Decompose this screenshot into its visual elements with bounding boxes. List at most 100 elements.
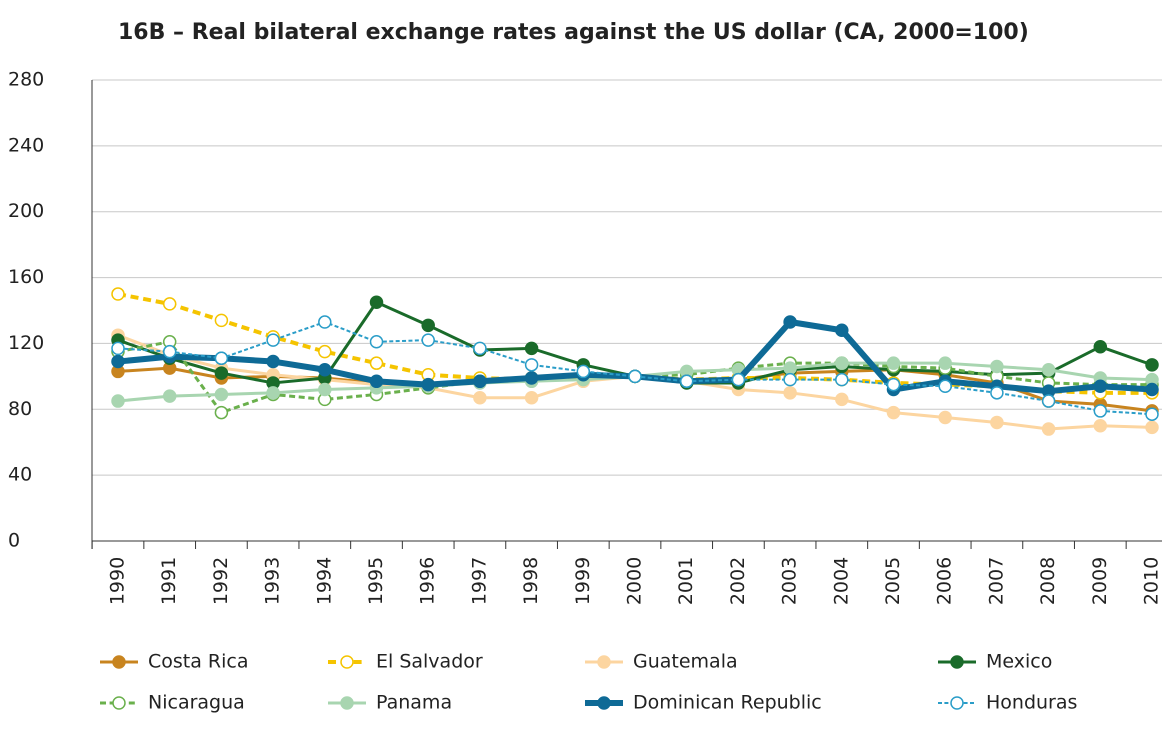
data-point: [886, 377, 901, 392]
data-point: [524, 391, 539, 405]
data-point: [1041, 394, 1056, 408]
data-point: [473, 374, 487, 389]
x-tick-label: 2008: [1037, 557, 1059, 605]
data-point: [266, 333, 280, 347]
data-point: [473, 391, 487, 405]
x-tick-label: 1992: [210, 557, 232, 605]
x-tick-label: 2001: [675, 557, 697, 605]
data-point: [1041, 363, 1056, 377]
x-tick-label: 1993: [262, 557, 284, 605]
data-point: [835, 372, 849, 387]
legend-marker: [340, 655, 354, 669]
x-tick-label: 1994: [313, 557, 335, 605]
y-tick-label: 200: [8, 200, 44, 222]
x-tick-label: 2005: [882, 557, 904, 605]
data-point: [162, 389, 177, 403]
x-tick-label: 1999: [572, 557, 594, 605]
data-point: [369, 295, 384, 310]
data-point: [1093, 419, 1108, 433]
x-tick-label: 2003: [779, 557, 801, 605]
data-point: [835, 323, 849, 338]
legend-label: Costa Rica: [148, 651, 249, 673]
legend-marker: [340, 696, 354, 710]
y-tick-label: 40: [8, 464, 32, 486]
data-point: [369, 374, 384, 389]
x-tick-label: 2010: [1141, 557, 1163, 605]
data-point: [576, 364, 591, 379]
data-point: [524, 341, 539, 356]
legend-marker: [112, 655, 126, 669]
x-tick-label: 2002: [727, 557, 749, 605]
x-tick-label: 1991: [158, 557, 180, 605]
data-point: [524, 371, 539, 385]
data-point: [990, 415, 1004, 430]
y-tick-label: 280: [8, 69, 44, 91]
data-point: [886, 356, 901, 370]
data-point: [990, 359, 1004, 374]
x-tick-label: 1990: [107, 557, 129, 605]
y-tick-label: 160: [8, 266, 44, 288]
x-tick-label: 2000: [624, 557, 646, 605]
data-point: [835, 392, 849, 407]
y-tick-label: 120: [8, 332, 44, 354]
data-point: [886, 405, 901, 420]
data-point: [783, 372, 797, 387]
data-point: [214, 351, 229, 365]
data-point: [628, 369, 642, 384]
legend-marker: [950, 655, 964, 669]
y-tick-label: 240: [8, 134, 44, 156]
data-point: [783, 361, 797, 375]
data-point: [990, 386, 1004, 400]
data-point: [318, 344, 332, 359]
data-point: [214, 366, 229, 380]
data-point: [214, 387, 229, 402]
data-point: [162, 344, 177, 359]
legend-label: Honduras: [986, 692, 1077, 714]
data-point: [1093, 404, 1108, 418]
y-tick-label: 0: [8, 530, 20, 552]
data-point: [266, 386, 280, 400]
x-tick-label: 2004: [830, 557, 852, 605]
legend-marker: [597, 655, 611, 669]
x-tick-label: 2009: [1089, 557, 1111, 605]
data-point: [731, 372, 746, 387]
data-point: [1041, 422, 1056, 436]
legend-marker: [597, 696, 611, 710]
data-point: [266, 354, 280, 369]
chart-title: 16B – Real bilateral exchange rates agai…: [118, 20, 1029, 45]
data-point: [783, 315, 797, 329]
data-point: [938, 356, 952, 370]
data-point: [421, 333, 435, 347]
x-tick-label: 2007: [985, 557, 1007, 605]
legend-label: Panama: [376, 692, 452, 714]
x-tick-label: 1998: [520, 557, 542, 605]
data-point: [524, 358, 539, 372]
legend-label: El Salvador: [376, 651, 483, 673]
x-tick-label: 2006: [934, 557, 956, 605]
data-point: [318, 363, 332, 377]
data-point: [835, 356, 849, 370]
x-tick-label: 1996: [417, 557, 439, 605]
legend-marker: [112, 696, 126, 710]
data-point: [1093, 379, 1108, 393]
data-point: [1093, 339, 1108, 354]
data-point: [369, 335, 384, 349]
data-point: [1145, 358, 1159, 372]
data-point: [473, 341, 487, 356]
x-tick-label: 1995: [365, 557, 387, 605]
data-point: [214, 405, 229, 420]
data-point: [1145, 382, 1159, 397]
x-tick-label: 1997: [468, 557, 490, 605]
data-point: [111, 287, 125, 301]
data-point: [162, 297, 177, 311]
data-point: [214, 313, 229, 328]
data-point: [369, 356, 384, 370]
data-point: [318, 382, 332, 397]
data-point: [1145, 420, 1159, 435]
data-point: [679, 374, 694, 389]
legend-label: Mexico: [986, 651, 1052, 673]
legend-label: Guatemala: [633, 651, 738, 673]
legend-label: Nicaragua: [148, 692, 245, 714]
data-point: [111, 341, 125, 356]
